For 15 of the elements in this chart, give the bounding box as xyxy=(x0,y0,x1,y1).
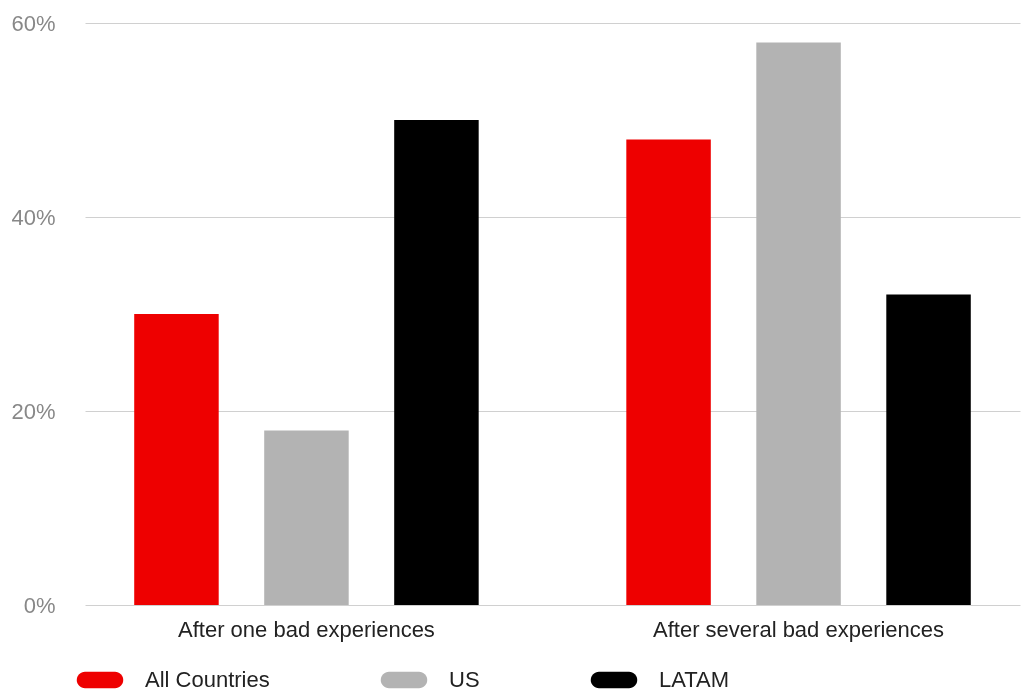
y-tick-label: 40% xyxy=(11,204,56,230)
bar xyxy=(886,294,971,605)
bar xyxy=(626,139,711,605)
bar xyxy=(264,430,349,605)
legend-label: US xyxy=(449,667,480,692)
x-tick-label: After several bad experiences xyxy=(653,616,945,642)
y-tick-label: 0% xyxy=(23,592,56,618)
legend-label: All Countries xyxy=(145,667,270,692)
y-tick-label: 20% xyxy=(11,398,56,424)
x-tick-label: After one bad experiences xyxy=(178,616,435,642)
y-tick-label: 60% xyxy=(11,10,56,36)
legend-label: LATAM xyxy=(659,667,730,692)
bar xyxy=(756,42,841,605)
bar xyxy=(134,314,219,605)
bar xyxy=(394,120,479,605)
